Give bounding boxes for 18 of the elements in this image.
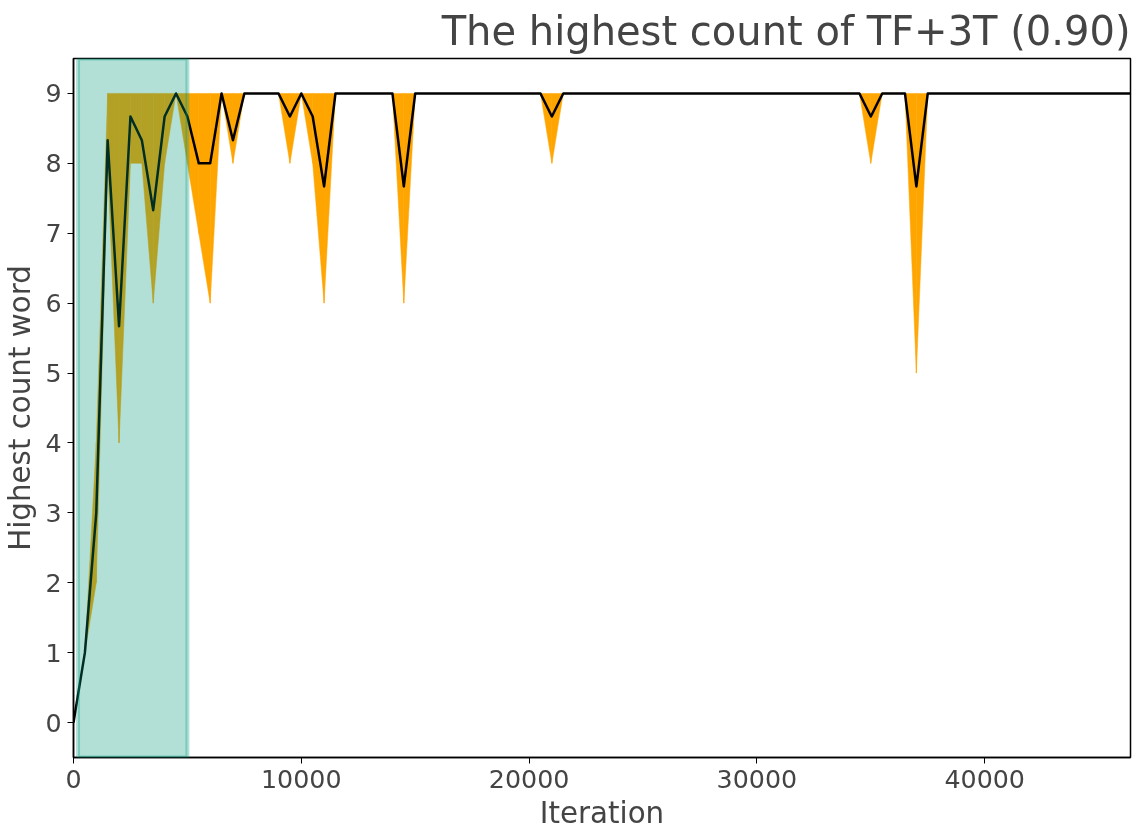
- y-tick-label: 4: [45, 427, 62, 458]
- x-tick-label: 10000: [261, 763, 342, 794]
- y-tick-label: 3: [45, 497, 62, 528]
- y-tick-label: 6: [45, 288, 62, 319]
- x-tick-label: 40000: [944, 763, 1025, 794]
- x-axis-title: Iteration: [539, 795, 665, 830]
- y-tick-label: 8: [45, 148, 62, 179]
- y-tick-label: 5: [45, 358, 62, 389]
- x-tick-label: 20000: [488, 763, 570, 794]
- y-tick-label: 2: [45, 567, 62, 598]
- chart-title: The highest count of TF+3T (0.90): [440, 7, 1131, 54]
- y-tick-label: 0: [45, 707, 62, 738]
- y-tick-label: 9: [45, 78, 62, 109]
- y-axis-title: Highest count word: [3, 265, 38, 551]
- y-tick-label: 1: [45, 637, 62, 668]
- y-tick-label: 7: [45, 218, 62, 249]
- x-tick-label: 30000: [716, 763, 798, 794]
- x-tick-label: 0: [65, 763, 82, 794]
